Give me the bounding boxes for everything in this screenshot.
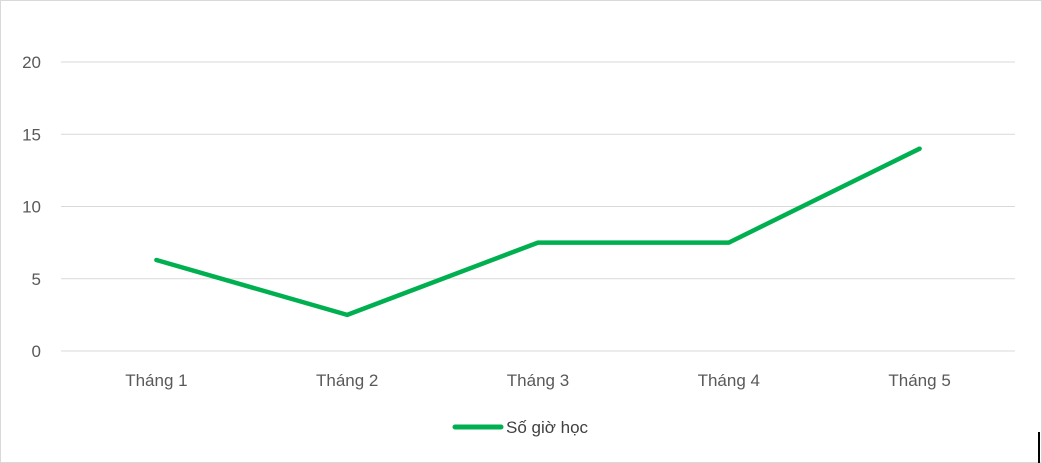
x-tick-label: Tháng 2 bbox=[316, 371, 378, 390]
series-lines bbox=[154, 146, 922, 318]
y-tick-label: 20 bbox=[22, 53, 41, 72]
data-point bbox=[154, 257, 159, 262]
legend-label-so-gio-hoc: Số giờ học bbox=[506, 418, 589, 437]
data-point bbox=[917, 146, 922, 151]
series-line-0 bbox=[154, 146, 922, 318]
y-tick-label: 15 bbox=[22, 125, 41, 144]
y-tick-label: 5 bbox=[32, 270, 41, 289]
x-tick-label: Tháng 3 bbox=[507, 371, 569, 390]
data-point bbox=[345, 312, 350, 317]
x-axis-tick-labels: Tháng 1 Tháng 2 Tháng 3 Tháng 4 Tháng 5 bbox=[125, 371, 951, 390]
legend: Số giờ học bbox=[452, 418, 589, 437]
y-axis-tick-labels: 0 5 10 15 20 bbox=[22, 53, 41, 361]
y-tick-label: 0 bbox=[32, 342, 41, 361]
window-edge-mark bbox=[1038, 432, 1040, 463]
x-tick-label: Tháng 1 bbox=[125, 371, 187, 390]
gridlines bbox=[61, 61, 1015, 352]
x-tick-label: Tháng 5 bbox=[888, 371, 950, 390]
y-tick-label: 10 bbox=[22, 198, 41, 217]
data-point bbox=[536, 240, 540, 245]
x-tick-label: Tháng 4 bbox=[698, 371, 760, 390]
data-point bbox=[726, 240, 731, 245]
